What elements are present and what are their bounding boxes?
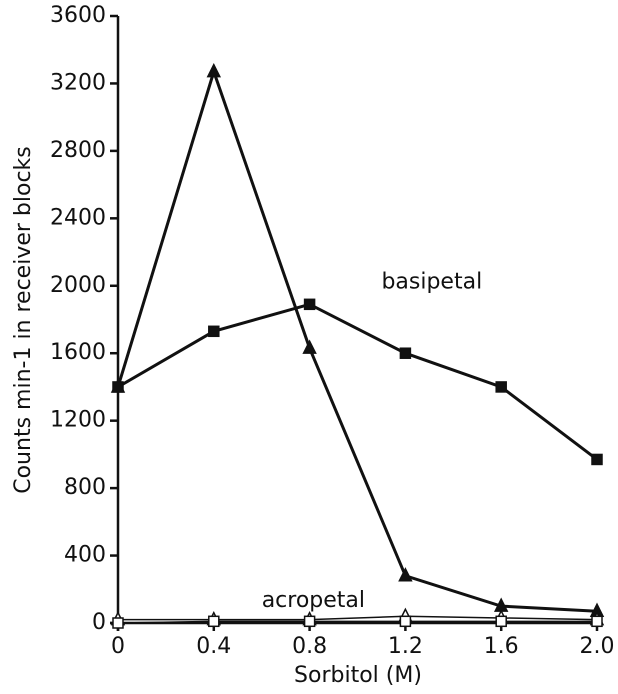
y-tick-label: 1600 xyxy=(50,340,106,365)
x-axis-label: Sorbitol (M) xyxy=(294,663,422,688)
y-tick-label: 0 xyxy=(92,610,106,635)
marker xyxy=(399,615,412,628)
y-tick-label: 1200 xyxy=(50,408,106,433)
marker xyxy=(303,615,316,628)
x-tick-label: 1.2 xyxy=(388,634,423,659)
marker xyxy=(112,381,124,393)
x-tick-label: 0.8 xyxy=(292,634,327,659)
marker xyxy=(302,339,317,354)
marker xyxy=(495,381,507,393)
y-axis-label: Counts min-1 in receiver blocks xyxy=(11,146,36,494)
y-tick-label: 2000 xyxy=(50,273,106,298)
marker xyxy=(495,615,507,628)
marker xyxy=(206,62,222,78)
series-line xyxy=(118,615,598,621)
x-tick-label: 2.0 xyxy=(580,634,615,659)
series-line xyxy=(116,66,598,613)
marker xyxy=(591,615,603,628)
marker xyxy=(208,325,220,338)
y-tick-label: 2800 xyxy=(50,138,106,163)
annotation: basipetal xyxy=(381,269,482,294)
marker xyxy=(112,617,124,629)
y-tick-label: 2400 xyxy=(50,205,106,230)
y-tick-label: 400 xyxy=(64,543,106,568)
x-tick-label: 0.4 xyxy=(196,634,231,659)
marker xyxy=(398,567,413,582)
marker xyxy=(303,298,316,311)
marker xyxy=(399,347,412,359)
y-tick-label: 3200 xyxy=(50,70,106,95)
x-tick-label: 0 xyxy=(111,634,125,659)
series-line xyxy=(117,302,598,461)
marker xyxy=(208,615,220,628)
y-tick-label: 3600 xyxy=(50,3,106,28)
series-line xyxy=(117,620,597,624)
x-tick-label: 1.6 xyxy=(484,634,519,659)
y-tick-label: 800 xyxy=(64,475,106,500)
marker xyxy=(591,453,603,466)
annotation: acropetal xyxy=(262,588,365,613)
